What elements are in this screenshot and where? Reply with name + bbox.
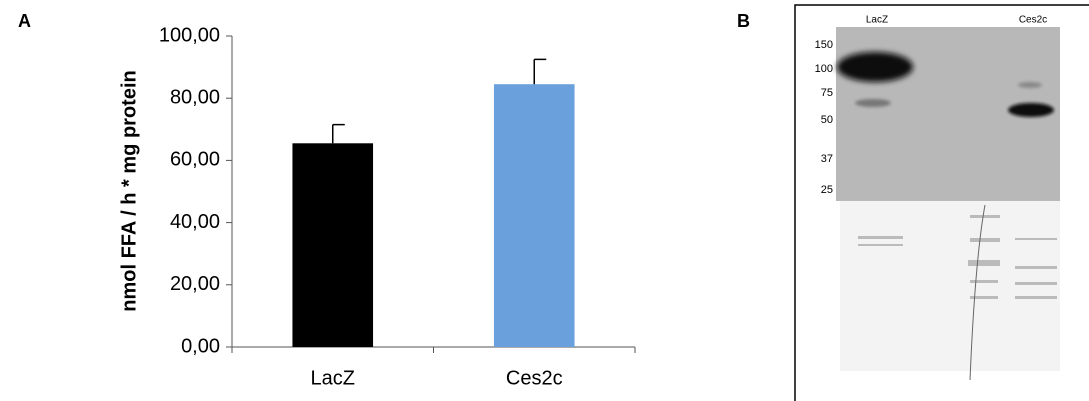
y-tick-label: 0,00 bbox=[181, 335, 220, 357]
band bbox=[837, 52, 913, 82]
band bbox=[1018, 82, 1042, 88]
gel bbox=[840, 201, 1060, 371]
western-blot: LacZ Ces2c 150 100 75 50 37 25 bbox=[795, 5, 1089, 401]
band bbox=[855, 99, 891, 107]
y-tick-label: 80,00 bbox=[170, 86, 220, 108]
marker-label: 100 bbox=[815, 63, 833, 75]
marker-label: 37 bbox=[821, 153, 833, 165]
panel-letter: A bbox=[18, 11, 31, 31]
y-axis-label: nmol FFA / h * mg protein bbox=[118, 70, 140, 311]
x-tick-label: LacZ bbox=[311, 367, 355, 389]
figure: A B nmol FFA / h * mg protein LacZ Ces2c… bbox=[0, 0, 1089, 401]
lane-label: LacZ bbox=[866, 15, 888, 26]
y-tick-label: 100,00 bbox=[159, 24, 220, 46]
page: A B nmol FFA / h * mg protein LacZ Ces2c… bbox=[0, 0, 1089, 401]
bar bbox=[494, 84, 575, 347]
marker-label: 50 bbox=[821, 114, 833, 126]
x-tick-label: Ces2c bbox=[506, 367, 563, 389]
bar bbox=[292, 143, 373, 347]
band bbox=[1008, 103, 1054, 117]
marker-label: 25 bbox=[821, 184, 833, 196]
y-tick-label: 20,00 bbox=[170, 273, 220, 295]
error-bar bbox=[534, 59, 546, 84]
y-tick-label: 40,00 bbox=[170, 211, 220, 233]
marker-label: 75 bbox=[821, 87, 833, 99]
error-bar bbox=[333, 125, 345, 144]
marker-label: 150 bbox=[815, 39, 833, 51]
panel-letter: B bbox=[737, 11, 750, 31]
y-tick-label: 60,00 bbox=[170, 149, 220, 171]
lane-label: Ces2c bbox=[1019, 15, 1047, 26]
